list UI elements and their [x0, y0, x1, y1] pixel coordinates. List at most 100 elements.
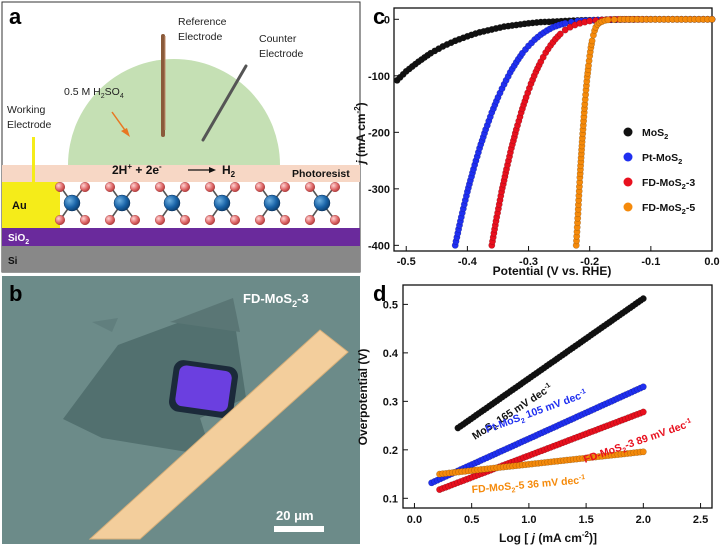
- mos2-lattice: [55, 181, 341, 225]
- sulfur-atom: [129, 214, 140, 225]
- etched-window: [175, 365, 232, 412]
- chart-c-ytick-label: -300: [368, 184, 390, 196]
- au-label: Au: [12, 200, 27, 212]
- chart-c-ytick-label: 0: [384, 14, 390, 26]
- legend-mos2-marker: [623, 127, 633, 137]
- mos2-flake: [63, 322, 246, 456]
- molybdenum-atom: [313, 194, 331, 212]
- sulfur-atom: [179, 181, 190, 192]
- point-mos2: [639, 295, 647, 302]
- panel-a: a SiO2 Si Au Reference Electrode Counter…: [1, 1, 361, 273]
- si-layer: [2, 246, 360, 272]
- sulfur-atom: [204, 214, 215, 225]
- au-electrode: [2, 182, 60, 228]
- point-fd-mos2-5: [588, 37, 596, 45]
- sulfur-atom: [254, 181, 265, 192]
- reaction-equation: 2H+ + 2e-: [112, 162, 162, 177]
- chart-d-ytick-label: 0.2: [383, 445, 398, 457]
- point-fd-mos2-3: [561, 26, 569, 34]
- legend-fd-mos2-3: FD-MoS2-3: [642, 177, 695, 191]
- chart-c-xtick-label: -0.1: [641, 256, 660, 268]
- sulfur-atom: [204, 181, 215, 192]
- flake-fragment: [92, 318, 118, 332]
- sulfur-atom: [229, 214, 240, 225]
- sulfur-atom: [79, 181, 90, 192]
- chart-d-ytick-label: 0.5: [383, 299, 398, 311]
- sulfur-atom: [280, 181, 291, 192]
- panel-d-label: d: [373, 281, 386, 306]
- chart-c-xtick-label: -0.5: [397, 256, 416, 268]
- molybdenum-atom: [113, 194, 131, 212]
- point-fd-mos2-3: [556, 30, 564, 38]
- legend-mos2: MoS2: [642, 127, 668, 141]
- panel-d: d 0.0 0.5 1.0 1.5 2.0 2.5 0.1 0.2 0.3 0.4 0.5 Log …: [356, 281, 713, 545]
- si-label: Si: [8, 256, 18, 267]
- sulfur-atom: [305, 214, 316, 225]
- chart-d-ticks: 0.0 0.5 1.0 1.5 2.0 2.5 0.1 0.2 0.3 0.4 0.5: [383, 299, 709, 526]
- chart-d-xtick-label: 1.5: [578, 514, 593, 526]
- chart-c-ytick-label: -100: [368, 71, 390, 83]
- working-electrode-label-2: Electrode: [7, 119, 52, 131]
- chart-d-xtick-label: 1.0: [521, 514, 536, 526]
- electrolyte-arrowhead: [121, 128, 130, 137]
- molybdenum-atom: [163, 194, 181, 212]
- chart-d-ytick-label: 0.4: [383, 348, 399, 360]
- point-fd-mos2-5: [604, 16, 612, 24]
- legend-fd-mos2-5: FD-MoS2-5: [642, 202, 695, 216]
- chart-c-xtick-label: 0.0: [704, 256, 719, 268]
- sulfur-atom: [104, 214, 115, 225]
- sulfur-atom: [79, 214, 90, 225]
- chart-c-xtick-label: -0.3: [519, 256, 538, 268]
- chart-d-ytick-label: 0.3: [383, 396, 398, 408]
- au-contact-strip: [88, 329, 349, 540]
- chart-c-xtick-label: -0.2: [580, 256, 599, 268]
- chart-d-ylabel: Overpotential (V): [356, 349, 370, 446]
- sulfur-atom: [154, 181, 165, 192]
- molybdenum-atom: [263, 194, 281, 212]
- electrolyte-label: 0.5 M H2SO4: [64, 86, 124, 100]
- counter-electrode-label-2: Electrode: [259, 48, 304, 60]
- point-fd-mos2-5: [610, 16, 618, 23]
- point-fd-mos2-3: [639, 408, 647, 416]
- sulfur-atom: [55, 181, 66, 192]
- reaction-arrowhead: [209, 167, 216, 173]
- chart-c-xtick-label: -0.4: [458, 256, 478, 268]
- chart-c-ylabel: j (mA cm-2): [353, 102, 368, 165]
- counter-electrode-label-1: Counter: [259, 33, 297, 45]
- scale-bar: [274, 526, 324, 532]
- reference-electrode-label-1: Reference: [178, 16, 227, 28]
- sulfur-atom: [179, 214, 190, 225]
- chart-c-xlabel: Potential (V vs. RHE): [493, 264, 612, 278]
- point-fd-mos2-5: [708, 15, 716, 23]
- point-pt-mos2: [639, 383, 647, 391]
- sio2-layer: [2, 228, 360, 246]
- sulfur-atom: [154, 214, 165, 225]
- sulfur-atom: [330, 181, 341, 192]
- photoresist-layer: [2, 165, 360, 182]
- sulfur-atom: [55, 214, 66, 225]
- panel-c: c -0.5 -0.4 -0.3 -0.2 -0.1 0.0 0 -100 -200 -300 -4…: [353, 4, 720, 278]
- molybdenum-atom: [213, 194, 231, 212]
- chart-d-xtick-label: 2.0: [636, 514, 651, 526]
- counter-electrode-rod: [201, 64, 248, 142]
- sulfur-atom: [229, 181, 240, 192]
- sulfur-atom: [129, 181, 140, 192]
- chart-c-ticks: -0.5 -0.4 -0.3 -0.2 -0.1 0.0 0 -100 -200 -300 -400: [368, 14, 720, 268]
- panel-c-label: c: [373, 4, 385, 29]
- chart-d-xlabel: Log [ j (mA cm-2)]: [499, 530, 597, 545]
- legend-fd-mos2-3-marker: [623, 177, 633, 187]
- working-electrode-wire: [32, 137, 35, 182]
- point-fd-mos2-5: [639, 448, 647, 456]
- mos2-flake-edge: [170, 298, 240, 332]
- panel-b-label: b: [9, 281, 22, 306]
- point-fd-mos2-3: [586, 17, 594, 25]
- chart-d-xtick-label: 0.0: [407, 514, 422, 526]
- chart-c-ytick-label: -200: [368, 127, 390, 139]
- chart-c-frame: [393, 7, 713, 252]
- reference-electrode-label-2: Electrode: [178, 31, 223, 43]
- sulfur-atom: [104, 181, 115, 192]
- panel-a-label: a: [9, 4, 22, 29]
- chart-d-ytick-label: 0.1: [383, 493, 398, 505]
- sulfur-atom: [280, 214, 291, 225]
